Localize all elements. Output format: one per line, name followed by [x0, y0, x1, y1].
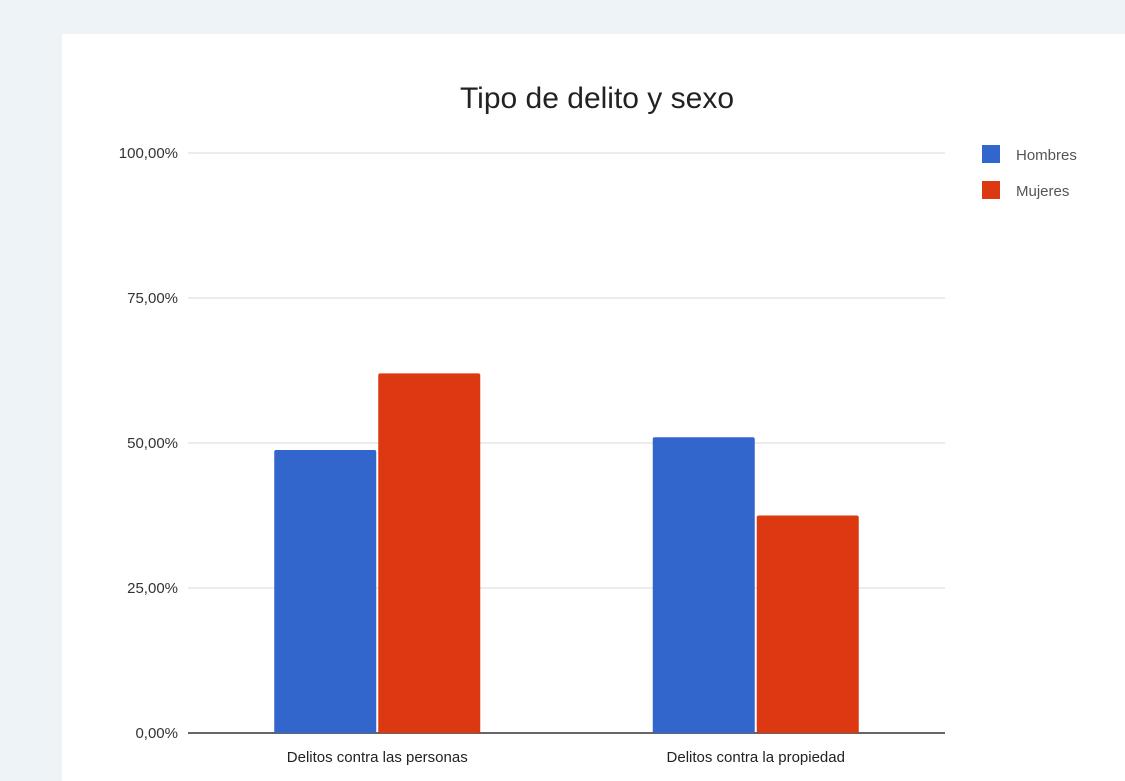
- bar-hombres-0: [274, 449, 377, 733]
- chart-title: Tipo de delito y sexo: [460, 82, 734, 115]
- legend-label: Hombres: [1016, 147, 1077, 164]
- x-category-label: Delitos contra las personas: [287, 749, 468, 766]
- y-tick-label: 25,00%: [127, 580, 178, 597]
- category-labels: Delitos contra las personas Delitos contr…: [287, 749, 845, 766]
- bar-hombres-1: [652, 437, 755, 733]
- y-tick-label: 50,00%: [127, 435, 178, 452]
- y-tick-label: 75,00%: [127, 290, 178, 307]
- bars-layer: [274, 373, 859, 733]
- legend: Hombres Mujeres: [982, 145, 1077, 200]
- bar-mujeres-0: [378, 373, 481, 733]
- y-tick-label: 100,00%: [119, 145, 178, 162]
- legend-swatch-hombres: [982, 145, 1000, 163]
- x-category-label: Delitos contra la propiedad: [667, 749, 845, 766]
- legend-swatch-mujeres: [982, 181, 1000, 199]
- bar-mujeres-1: [756, 515, 859, 733]
- legend-label: Mujeres: [1016, 183, 1069, 200]
- y-tick-label: 0,00%: [135, 725, 178, 742]
- chart-card: [62, 34, 1125, 781]
